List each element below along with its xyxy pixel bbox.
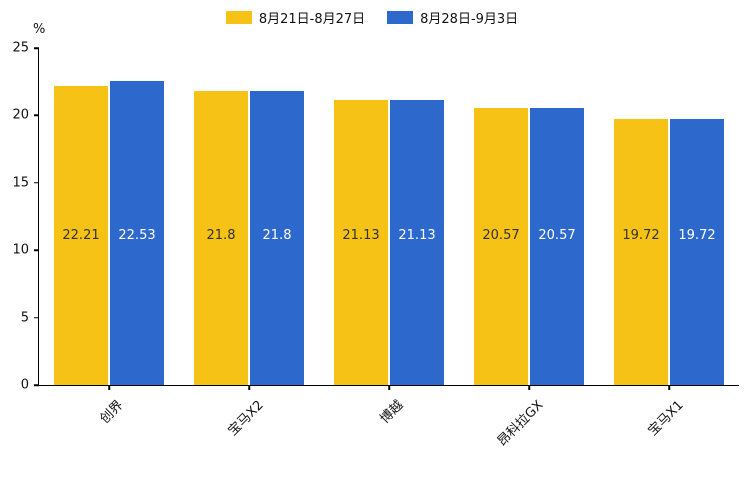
x-axis-category-label: 博越 [377,397,407,427]
chart-legend: 8月21日-8月27日 8月28日-9月3日 [0,8,744,27]
y-axis-tick-label: 10 [12,242,29,258]
x-axis-category-label: 创界 [97,397,127,427]
y-axis-tick-mark [34,384,39,386]
y-axis-tick-mark [34,249,39,251]
y-axis-tick-mark [34,316,39,319]
y-axis-unit-label: % [33,22,46,37]
y-axis-tick-label: 5 [20,310,29,326]
legend-swatch-icon [225,11,252,24]
y-axis-tick-mark [34,47,39,49]
bar-value-label: 20.57 [538,228,576,243]
legend-item: 8月28日-9月3日 [387,8,518,27]
bar-value-label: 19.72 [678,228,716,243]
bar-昂科拉GX-series-1 [530,107,584,385]
legend-label: 8月21日-8月27日 [258,12,366,27]
bar-昂科拉GX-series-0 [474,107,528,385]
legend-label: 8月28日-9月3日 [420,12,519,27]
x-axis-tick-mark [528,385,530,390]
bar-创界-series-1 [110,81,164,385]
bar-value-label: 21.8 [262,228,292,243]
y-axis-tick-mark [34,114,39,117]
bar-value-label: 20.57 [482,228,520,243]
y-axis-tick-label: 15 [12,175,29,191]
bar-value-label: 19.72 [622,228,660,243]
bar-value-label: 22.21 [62,228,100,243]
legend-item: 8月21日-8月27日 [225,8,366,27]
y-axis-tick-label: 25 [12,40,29,56]
bar-宝马X2-series-1 [250,91,304,385]
bar-宝马X2-series-0 [194,91,248,385]
y-axis-tick-mark [34,182,39,184]
bar-value-label: 21.13 [398,228,436,243]
x-axis-category-label: 宝马X1 [645,397,687,439]
bar-value-label: 22.53 [118,228,156,243]
plot-area: 0 5 10 15 20 25 22.21 22.53 创界 21.8 21.8 宝马X2 21.13 2… [12,41,739,449]
x-axis-tick-mark [248,385,250,390]
bar-宝马X1-series-0 [614,119,668,385]
bar-创界-series-0 [54,85,108,385]
bar-value-label: 21.8 [206,228,236,243]
x-axis-tick-mark [668,385,670,390]
x-axis-category-label: 昂科拉GX [494,397,547,450]
bar-value-label: 21.13 [342,228,380,243]
x-axis-tick-mark [108,385,110,390]
bar-博越-series-0 [334,100,388,385]
x-axis-tick-mark [388,385,390,390]
legend-swatch-icon [387,11,414,24]
y-axis-tick-label: 0 [20,377,29,393]
bar-博越-series-1 [390,100,444,385]
y-axis-tick-label: 20 [12,107,29,123]
bar-宝马X1-series-1 [670,119,724,385]
x-axis-category-label: 宝马X2 [225,397,267,439]
